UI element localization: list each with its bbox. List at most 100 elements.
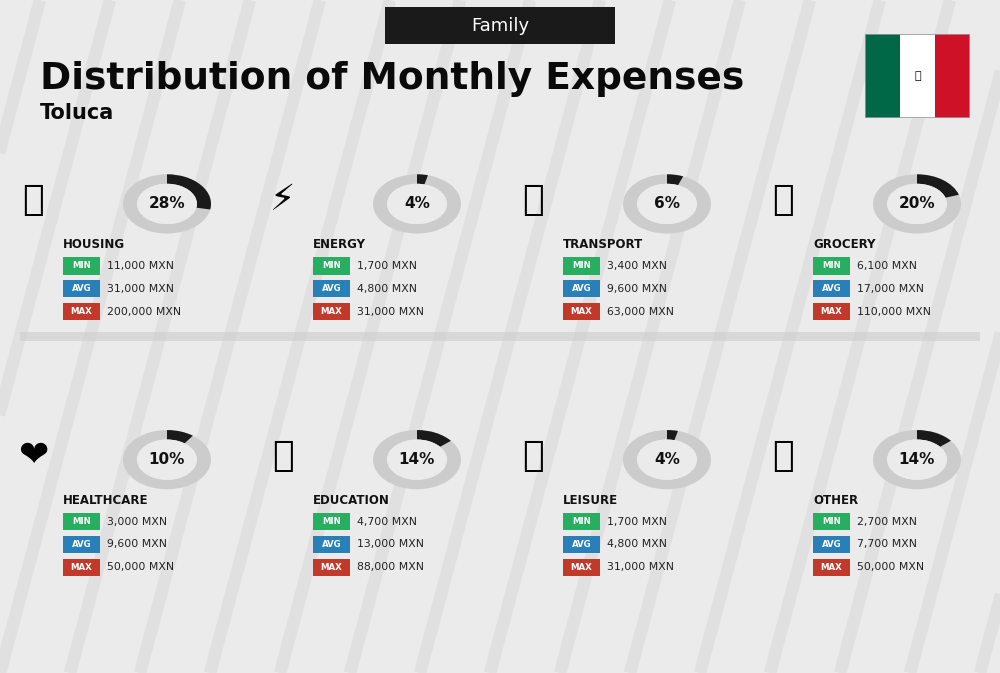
Text: 🎓: 🎓 [272,439,294,472]
Wedge shape [137,184,197,224]
Text: MAX: MAX [321,307,342,316]
Bar [865,34,900,118]
Text: 31,000 MXN: 31,000 MXN [607,563,674,572]
Wedge shape [667,430,678,440]
Text: MAX: MAX [321,563,342,572]
Text: 13,000 MXN: 13,000 MXN [357,540,424,549]
Text: MIN: MIN [72,261,91,271]
Wedge shape [917,174,959,198]
Text: ⚡: ⚡ [270,183,296,217]
Text: AVG: AVG [72,540,91,549]
Text: AVG: AVG [322,284,341,293]
FancyBboxPatch shape [813,513,850,530]
Text: AVG: AVG [72,284,91,293]
FancyBboxPatch shape [813,257,850,275]
Wedge shape [917,430,951,447]
Wedge shape [417,430,451,447]
Wedge shape [417,174,428,184]
Text: MIN: MIN [822,261,841,271]
Text: MIN: MIN [822,517,841,526]
Text: HOUSING: HOUSING [63,238,125,251]
Text: Distribution of Monthly Expenses: Distribution of Monthly Expenses [40,61,744,98]
Text: EDUCATION: EDUCATION [313,493,390,507]
Text: 3,400 MXN: 3,400 MXN [607,261,667,271]
Text: 10%: 10% [149,452,185,467]
Text: ENERGY: ENERGY [313,238,366,251]
Text: MAX: MAX [71,307,92,316]
FancyBboxPatch shape [385,7,615,44]
Wedge shape [373,430,461,489]
Wedge shape [623,174,711,234]
Text: MIN: MIN [322,261,341,271]
Text: 🦅: 🦅 [914,71,921,81]
Text: 3,000 MXN: 3,000 MXN [107,517,167,526]
Wedge shape [123,430,211,489]
Text: AVG: AVG [822,284,841,293]
Text: 4,800 MXN: 4,800 MXN [607,540,667,549]
Text: MIN: MIN [72,517,91,526]
Text: 110,000 MXN: 110,000 MXN [857,307,931,316]
Text: Toluca: Toluca [40,103,114,123]
Text: 🏢: 🏢 [22,183,44,217]
Text: Family: Family [471,17,529,35]
FancyBboxPatch shape [63,513,100,530]
FancyBboxPatch shape [313,257,350,275]
Text: 11,000 MXN: 11,000 MXN [107,261,174,271]
Wedge shape [637,184,697,224]
Wedge shape [137,439,197,480]
Text: ❤: ❤ [18,439,48,472]
Text: TRANSPORT: TRANSPORT [563,238,643,251]
Wedge shape [887,439,947,480]
FancyBboxPatch shape [563,513,600,530]
Text: 200,000 MXN: 200,000 MXN [107,307,181,316]
Text: 🛒: 🛒 [772,183,794,217]
Text: 2,700 MXN: 2,700 MXN [857,517,917,526]
FancyBboxPatch shape [813,303,850,320]
Text: 4,700 MXN: 4,700 MXN [357,517,417,526]
Text: GROCERY: GROCERY [813,238,876,251]
FancyBboxPatch shape [63,536,100,553]
Text: AVG: AVG [572,284,591,293]
FancyBboxPatch shape [313,559,350,576]
FancyBboxPatch shape [63,280,100,297]
Bar [900,34,935,118]
Text: 6%: 6% [654,197,680,211]
Text: 4%: 4% [654,452,680,467]
Text: 50,000 MXN: 50,000 MXN [857,563,924,572]
Text: 1,700 MXN: 1,700 MXN [607,517,667,526]
FancyBboxPatch shape [563,559,600,576]
FancyBboxPatch shape [313,536,350,553]
Text: MAX: MAX [821,563,842,572]
Wedge shape [167,174,211,209]
Wedge shape [123,174,211,234]
Text: 88,000 MXN: 88,000 MXN [357,563,424,572]
Text: AVG: AVG [322,540,341,549]
FancyBboxPatch shape [813,559,850,576]
Text: OTHER: OTHER [813,493,858,507]
Text: MIN: MIN [572,517,591,526]
FancyBboxPatch shape [20,332,980,341]
Bar [935,34,970,118]
FancyBboxPatch shape [63,559,100,576]
Wedge shape [637,439,697,480]
Wedge shape [667,174,683,185]
Text: 31,000 MXN: 31,000 MXN [107,284,174,293]
FancyBboxPatch shape [313,513,350,530]
Text: MAX: MAX [571,307,592,316]
Text: 28%: 28% [149,197,185,211]
FancyBboxPatch shape [813,536,850,553]
Text: 50,000 MXN: 50,000 MXN [107,563,174,572]
Text: 4,800 MXN: 4,800 MXN [357,284,417,293]
Text: 🚌: 🚌 [522,183,544,217]
Wedge shape [373,174,461,234]
FancyBboxPatch shape [313,280,350,297]
Text: MIN: MIN [572,261,591,271]
FancyBboxPatch shape [563,536,600,553]
Text: MIN: MIN [322,517,341,526]
Text: 6,100 MXN: 6,100 MXN [857,261,917,271]
Wedge shape [387,439,447,480]
FancyBboxPatch shape [63,257,100,275]
Text: 14%: 14% [399,452,435,467]
Text: 4%: 4% [404,197,430,211]
Text: 17,000 MXN: 17,000 MXN [857,284,924,293]
